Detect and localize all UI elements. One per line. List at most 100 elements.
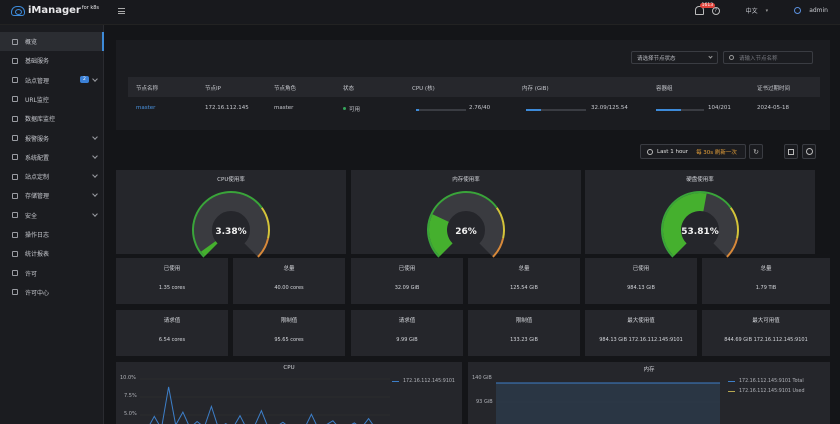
sidebar-item-1[interactable]: 基础服务	[0, 51, 104, 70]
node-status-select-label: 请选择节点状态	[637, 55, 676, 62]
cpu-ytick: 7.5%	[124, 393, 137, 399]
stat-card: 限制值 95.65 cores	[233, 310, 345, 356]
chevron-down-icon: ▾	[765, 7, 769, 14]
node-cert: 2024-05-18	[757, 105, 789, 111]
gauge-warn-band	[729, 207, 739, 239]
stat-value: 984.13 GiB 172.16.112.145:9101	[599, 337, 683, 343]
stat-value: 1.79 TiB	[755, 285, 777, 291]
cpu-chart-plot	[140, 378, 390, 424]
stat-card: 最大使用值 984.13 GiB 172.16.112.145:9101	[585, 310, 697, 356]
stat-card: 总量 1.79 TiB	[702, 258, 830, 304]
user-icon[interactable]	[794, 7, 802, 14]
stat-value: 125.54 GiB	[510, 285, 538, 291]
legend-swatch	[728, 381, 735, 382]
cpu-legend-label: 172.16.112.145:9101	[403, 379, 455, 384]
logo[interactable]: iManager for k8s	[11, 5, 99, 16]
gauge-value: 53.81%	[681, 227, 719, 237]
chevron-down-icon	[92, 133, 98, 140]
node-search-input[interactable]: 请输入节点名称	[723, 51, 813, 64]
sidebar-item-12[interactable]: 许可	[0, 264, 104, 283]
sidebar-item-label: 操作日志	[25, 232, 50, 239]
sidebar-item-5[interactable]: 报警服务	[0, 129, 104, 148]
user-name[interactable]: admin	[809, 7, 828, 14]
cpu-chart-title: CPU	[283, 365, 295, 371]
chevron-down-icon	[708, 54, 713, 59]
help-icon[interactable]: ?	[711, 6, 720, 15]
node-name-link[interactable]: master	[136, 105, 156, 111]
status-dot-icon	[343, 107, 346, 110]
sidebar-item-8[interactable]: 存储管理	[0, 186, 104, 205]
calendar-button[interactable]	[784, 144, 798, 159]
language-select[interactable]: 中文	[745, 8, 758, 15]
gauge-crit-band	[492, 238, 505, 258]
sidebar-item-label: 站点定制	[25, 174, 50, 182]
time-range-label: Last 1 hour	[657, 148, 689, 155]
check-circle-icon	[805, 148, 813, 155]
chevron-down-icon	[92, 75, 98, 82]
gauge-value: 3.38%	[215, 227, 246, 237]
nav-icon	[12, 289, 18, 296]
nav-icon	[12, 270, 18, 277]
sidebar-item-10[interactable]: 操作日志	[0, 225, 104, 244]
sidebar-item-label: 基础服务	[25, 58, 50, 66]
stat-card: 已使用 32.09 GiB	[351, 258, 463, 304]
sidebar-item-6[interactable]: 系统配置	[0, 148, 104, 167]
sidebar-item-7[interactable]: 站点定制	[0, 167, 104, 186]
sidebar-item-4[interactable]: 数据库监控	[0, 109, 104, 128]
gauge-warn-band	[495, 207, 505, 239]
bell-icon[interactable]: 1613	[694, 3, 716, 15]
stat-label: 最大可用值	[752, 318, 780, 324]
node-status-select[interactable]: 请选择节点状态	[631, 51, 718, 64]
stat-value: 9.99 GiB	[396, 337, 418, 343]
nav-icon	[12, 173, 18, 180]
nav-icon	[12, 96, 18, 103]
gauge-card: 硬盘使用率 53.81%	[585, 170, 815, 258]
col-name: 节点名称	[136, 86, 159, 92]
mem-chart-plot	[496, 382, 720, 424]
gauge-chart: 53.81%	[661, 191, 739, 258]
mem-legend-used: 172.16.112.145:9101 Used	[728, 389, 805, 394]
table-header: 节点名称 节点IP 节点角色 状态 CPU (核) 内存 (GiB) 容器组 证…	[128, 77, 820, 97]
mem-ytick: 140 GiB	[472, 375, 492, 381]
sidebar-item-9[interactable]: 安全	[0, 206, 104, 225]
mem-progress-fill	[526, 109, 542, 111]
mem-progress	[526, 109, 586, 111]
brand-sub: for k8s	[81, 4, 100, 11]
sidebar-item-11[interactable]: 统计报表	[0, 244, 104, 263]
node-pods: 104/201	[708, 105, 731, 111]
nav-icon	[12, 154, 18, 161]
chevron-down-icon	[92, 152, 98, 159]
settings-button[interactable]	[802, 144, 816, 159]
sidebar-item-3[interactable]: URL监控	[0, 90, 104, 109]
refresh-button[interactable]: ↻	[749, 144, 763, 159]
col-mem: 内存 (GiB)	[522, 86, 549, 92]
time-range-picker[interactable]: Last 1 hour 每 30s 刷新一次	[640, 144, 746, 159]
stat-value: 32.09 GiB	[394, 285, 420, 291]
gauge-ok-band	[427, 191, 498, 258]
gauge-crit-band	[257, 238, 270, 258]
cpu-chart-card: CPU 10.0% 7.5% 5.0% 172.16.112.145:9101	[116, 362, 462, 424]
search-icon	[729, 55, 734, 60]
node-status-label: 可用	[349, 107, 361, 113]
col-cert: 证书过期时间	[757, 86, 791, 92]
stat-label: 限制值	[280, 318, 298, 324]
nav-icon	[12, 57, 18, 64]
sidebar-item-label: 存储管理	[25, 193, 50, 201]
sidebar-item-label: 许可	[25, 270, 38, 278]
stat-label: 已使用	[398, 266, 416, 272]
sidebar-item-2[interactable]: 站点管理 2	[0, 71, 104, 90]
sidebar-item-label: 数据库监控	[25, 116, 56, 124]
stat-card: 请求值 9.99 GiB	[351, 310, 463, 356]
gauge-crit-band	[726, 238, 739, 258]
node-mem: 32.09/125.54	[591, 105, 628, 111]
stat-label: 已使用	[632, 266, 650, 272]
sidebar-item-13[interactable]: 许可中心	[0, 283, 104, 302]
mem-total-area	[496, 383, 720, 424]
mem-chart-title: 内存	[643, 367, 655, 373]
sidebar-item-label: 安全	[25, 212, 38, 220]
cpu-ytick: 10.0%	[120, 375, 136, 381]
menu-toggle-icon[interactable]	[118, 8, 125, 14]
sidebar-item-0[interactable]: 概览	[0, 32, 104, 51]
legend-swatch	[392, 381, 399, 382]
stat-value: 984.13 GiB	[627, 285, 655, 291]
